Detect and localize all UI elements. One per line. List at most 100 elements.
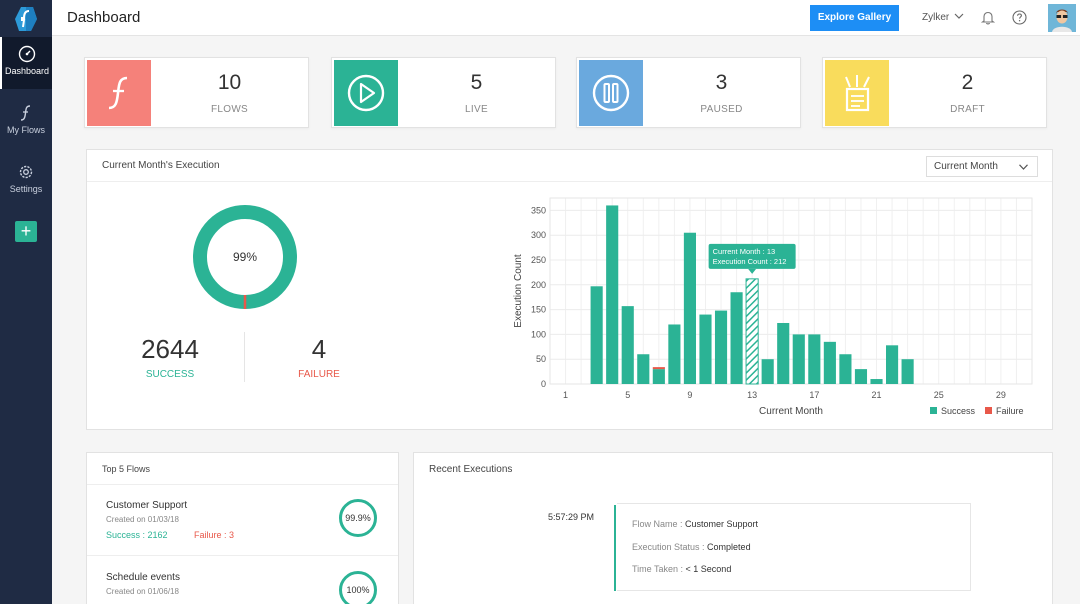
flow-failure-count: Failure : 3 xyxy=(194,530,235,540)
chevron-down-icon[interactable] xyxy=(954,12,964,20)
bar-success xyxy=(792,334,805,384)
top-flows-header: Top 5 Flows xyxy=(87,453,398,485)
bar-success xyxy=(590,286,603,384)
sidebar-item-settings[interactable]: Settings xyxy=(0,155,52,207)
execution-time-taken: Time Taken : < 1 Second xyxy=(632,564,731,574)
bar-success xyxy=(854,369,868,384)
status-label: Execution Status : xyxy=(632,542,708,552)
gear-icon xyxy=(19,165,33,179)
bar-success xyxy=(870,379,883,384)
y-tick-label: 250 xyxy=(531,255,546,265)
time-taken-label: Time Taken : xyxy=(632,564,686,574)
stat-card-live[interactable]: 5 LIVE xyxy=(331,57,556,128)
stat-value: 10 xyxy=(217,71,242,94)
page-title: Dashboard xyxy=(67,9,141,26)
y-axis-label: Execution Count xyxy=(513,254,524,328)
stat-card-draft[interactable]: 2 DRAFT xyxy=(822,57,1047,128)
success-label: SUCCESS xyxy=(145,369,195,380)
x-tick-label: 5 xyxy=(625,390,630,400)
success-donut xyxy=(193,205,297,309)
tooltip-text: Execution Count : 212 xyxy=(713,257,787,266)
flow-list-item[interactable]: Customer Support Created on 01/03/18 Suc… xyxy=(87,485,398,556)
top-flows-title: Top 5 Flows xyxy=(102,464,151,474)
y-tick-label: 150 xyxy=(531,305,546,315)
add-flow-button[interactable]: + xyxy=(15,221,37,242)
bar-success xyxy=(714,310,728,384)
bar-success xyxy=(621,306,634,384)
stat-label: LIVE xyxy=(465,104,488,115)
status-value: Completed xyxy=(707,542,751,552)
sidebar: Dashboard My Flows Settings + xyxy=(0,0,52,604)
stat-value: 3 xyxy=(715,71,728,94)
sidebar-item-label: My Flows xyxy=(7,125,45,135)
execution-flow-name: Flow Name : Customer Support xyxy=(632,519,758,529)
execution-detail-card[interactable]: Flow Name : Customer Support Execution S… xyxy=(617,503,971,591)
stat-label: FLOWS xyxy=(210,104,249,115)
x-tick-label: 29 xyxy=(996,390,1006,400)
stat-card-flows[interactable]: 10 FLOWS xyxy=(84,57,309,128)
donut-percent: 99% xyxy=(232,250,258,264)
flow-created-date: Created on 01/03/18 xyxy=(106,515,179,524)
bell-icon[interactable] xyxy=(981,10,995,25)
bar-success xyxy=(637,354,650,384)
help-icon[interactable] xyxy=(1012,10,1027,25)
failure-count: 4 xyxy=(311,334,327,364)
tooltip-pointer xyxy=(748,268,757,274)
x-tick-label: 9 xyxy=(687,390,692,400)
x-tick-label: 21 xyxy=(872,390,882,400)
tooltip-box xyxy=(708,243,796,269)
timeline-bar xyxy=(614,505,616,591)
flow-name: Schedule events xyxy=(106,572,180,583)
flows-tile xyxy=(87,60,151,126)
flow-list-item[interactable]: Schedule events Created on 01/06/18 100% xyxy=(87,557,398,604)
user-menu[interactable]: Zylker xyxy=(922,12,950,23)
play-icon xyxy=(347,74,385,112)
y-tick-label: 100 xyxy=(531,329,546,339)
sidebar-item-dashboard[interactable]: Dashboard xyxy=(0,37,52,89)
y-tick-label: 0 xyxy=(541,379,546,389)
legend-label-failure: Failure xyxy=(996,406,1024,416)
bar-success xyxy=(823,341,836,384)
recent-executions-panel: Recent Executions 5:57:29 PM Flow Name :… xyxy=(413,452,1053,604)
x-tick-label: 1 xyxy=(563,390,568,400)
flow-icon xyxy=(108,76,128,110)
execution-panel-header: Current Month's Execution Current Month xyxy=(87,150,1052,182)
live-tile xyxy=(334,60,398,126)
app-logo-icon[interactable] xyxy=(13,6,39,32)
x-tick-label: 13 xyxy=(747,390,757,400)
avatar[interactable] xyxy=(1048,4,1076,32)
execution-panel: Current Month's Execution Current Month … xyxy=(86,149,1053,430)
success-count: 2644 xyxy=(141,334,199,364)
flow-created-date: Created on 01/06/18 xyxy=(106,587,179,596)
y-tick-label: 300 xyxy=(531,230,546,240)
bar-success xyxy=(901,359,914,384)
bar-success xyxy=(886,345,899,384)
top-header: Dashboard Explore Gallery Zylker xyxy=(52,0,1080,36)
stat-value: 2 xyxy=(961,71,974,94)
flows-icon xyxy=(20,105,31,121)
execution-bar-chart: 0 50 100 150 200 250 300 350 1 5 9 13 17 21 25 29 Curren… xyxy=(513,197,1033,417)
legend-swatch-success xyxy=(930,407,937,414)
explore-gallery-button[interactable]: Explore Gallery xyxy=(810,5,899,31)
stat-value: 5 xyxy=(470,71,483,94)
x-axis-label: Current Month xyxy=(759,406,823,417)
stat-card-paused[interactable]: 3 PAUSED xyxy=(576,57,801,128)
draft-tile xyxy=(825,60,889,126)
bar-success xyxy=(730,292,743,384)
plot-border xyxy=(549,197,1033,385)
flow-name: Customer Support xyxy=(106,500,188,511)
bar-success xyxy=(683,232,696,384)
execution-panel-title: Current Month's Execution xyxy=(102,160,220,171)
recent-executions-title: Recent Executions xyxy=(429,464,513,475)
sidebar-item-label: Dashboard xyxy=(4,66,50,76)
chevron-down-icon xyxy=(1019,164,1028,170)
bar-success xyxy=(668,324,681,384)
y-tick-label: 50 xyxy=(536,354,546,364)
sidebar-item-my-flows[interactable]: My Flows xyxy=(0,96,52,148)
x-tick-label: 25 xyxy=(934,390,944,400)
period-select-value: Current Month xyxy=(934,161,998,172)
failure-label: FAILURE xyxy=(298,369,340,380)
legend-label-success: Success xyxy=(941,406,976,416)
y-tick-label: 200 xyxy=(531,280,546,290)
period-select[interactable]: Current Month xyxy=(926,156,1038,177)
